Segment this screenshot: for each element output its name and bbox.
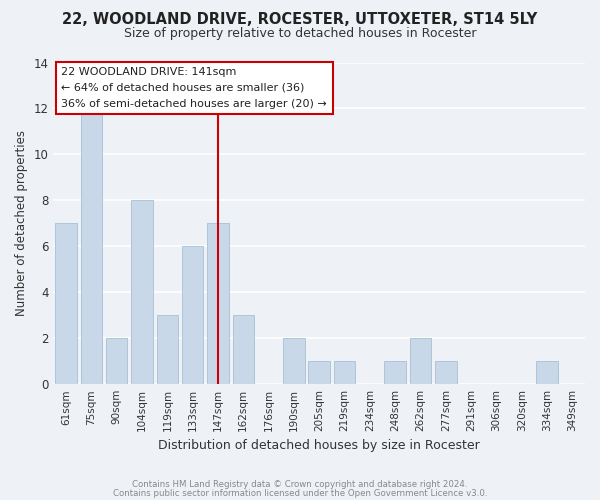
Bar <box>207 224 229 384</box>
Bar <box>308 361 330 384</box>
Text: Contains public sector information licensed under the Open Government Licence v3: Contains public sector information licen… <box>113 489 487 498</box>
Text: Contains HM Land Registry data © Crown copyright and database right 2024.: Contains HM Land Registry data © Crown c… <box>132 480 468 489</box>
Text: Size of property relative to detached houses in Rocester: Size of property relative to detached ho… <box>124 28 476 40</box>
Bar <box>157 315 178 384</box>
Text: 22 WOODLAND DRIVE: 141sqm
← 64% of detached houses are smaller (36)
36% of semi-: 22 WOODLAND DRIVE: 141sqm ← 64% of detac… <box>61 68 327 108</box>
Bar <box>106 338 127 384</box>
Bar <box>435 361 457 384</box>
X-axis label: Distribution of detached houses by size in Rocester: Distribution of detached houses by size … <box>158 440 480 452</box>
Bar <box>233 315 254 384</box>
Bar <box>80 108 102 384</box>
Bar <box>334 361 355 384</box>
Y-axis label: Number of detached properties: Number of detached properties <box>15 130 28 316</box>
Bar <box>55 224 77 384</box>
Bar <box>283 338 305 384</box>
Bar <box>182 246 203 384</box>
Bar <box>536 361 558 384</box>
Bar <box>385 361 406 384</box>
Bar <box>131 200 153 384</box>
Text: 22, WOODLAND DRIVE, ROCESTER, UTTOXETER, ST14 5LY: 22, WOODLAND DRIVE, ROCESTER, UTTOXETER,… <box>62 12 538 28</box>
Bar <box>410 338 431 384</box>
